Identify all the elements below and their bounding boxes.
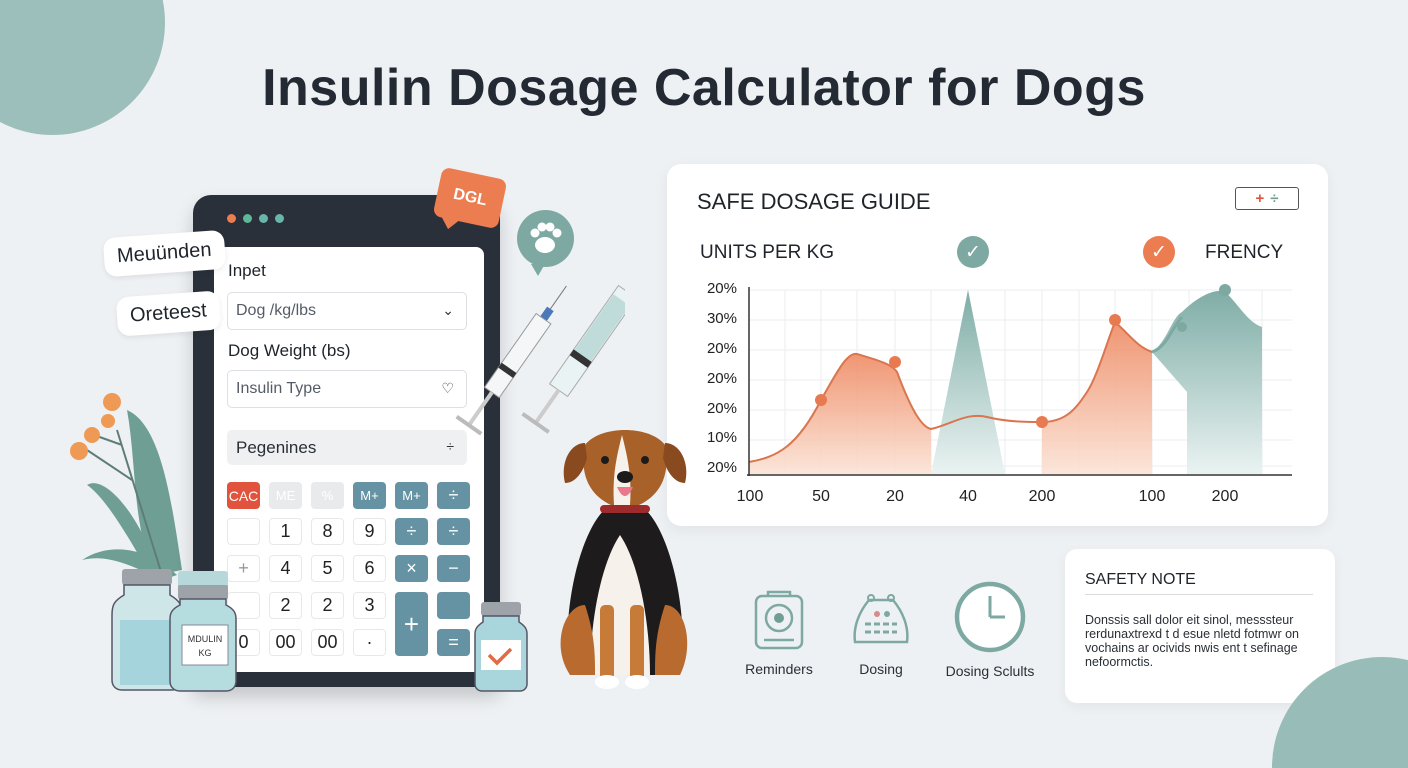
- safety-note-body: Donssis sall dolor eit sinol, messsteur …: [1085, 613, 1300, 669]
- dog-weight-label: Dog Weight (bs): [228, 341, 351, 360]
- key-equals[interactable]: =: [437, 629, 470, 656]
- key-multiply[interactable]: ×: [395, 555, 428, 582]
- x-tick-5: 200: [1029, 488, 1056, 505]
- key-percent[interactable]: %: [311, 482, 344, 509]
- page-title: Insulin Dosage Calculator for Dogs: [262, 59, 1146, 117]
- key-6[interactable]: 6: [353, 555, 386, 582]
- orange-check-icon: ✓: [1143, 236, 1175, 268]
- vial-label-line2: KG: [198, 648, 211, 658]
- plant-illustration: [70, 393, 182, 580]
- feature-dosing-schedule[interactable]: Dosing Sclults: [940, 580, 1040, 679]
- feature-label: Reminders: [745, 661, 813, 677]
- key-plus[interactable]: +: [395, 592, 428, 656]
- safe-dosage-guide-card: SAFE DOSAGE GUIDE + ÷ UNITS PER KG ✓ ✓ F…: [667, 164, 1328, 526]
- x-tick-6: 100: [1139, 488, 1166, 505]
- insulin-type-value: Insulin Type: [236, 380, 322, 397]
- key-00[interactable]: 00: [269, 629, 302, 656]
- divide-icon: ÷: [1270, 190, 1279, 207]
- divide-icon: ÷: [446, 438, 454, 454]
- key-divide-3[interactable]: ÷: [437, 518, 470, 545]
- legend-frency: FRENCY: [1205, 242, 1284, 263]
- safety-note-card: SAFETY NOTE Donssis sall dolor eit sinol…: [1065, 549, 1335, 703]
- chart-toggle-button[interactable]: + ÷: [1235, 187, 1299, 210]
- plus-icon: +: [1255, 190, 1265, 207]
- feature-label: Dosing: [859, 661, 903, 677]
- key-minus[interactable]: −: [437, 555, 470, 582]
- y-tick-1: 20%: [707, 280, 737, 297]
- unit-select-value: Dog /kg/lbs: [236, 302, 317, 319]
- legend-units-per-kg: UNITS PER KG: [700, 242, 835, 263]
- y-tick-5: 20%: [707, 400, 737, 417]
- feature-dosing[interactable]: Dosing: [842, 592, 920, 677]
- window-dot-orange[interactable]: [227, 214, 236, 223]
- key-clear[interactable]: CAC: [227, 482, 260, 509]
- key-blank[interactable]: [227, 518, 260, 545]
- window-dot-teal-2[interactable]: [275, 214, 284, 223]
- dgl-badge: DGL: [432, 166, 508, 230]
- key-divide[interactable]: ÷: [437, 482, 470, 509]
- key-plus-small[interactable]: +: [227, 555, 260, 582]
- divider: [1085, 594, 1313, 595]
- key-9[interactable]: 9: [353, 518, 386, 545]
- paw-icon: [530, 222, 562, 253]
- x-tick-7: 200: [1212, 488, 1239, 505]
- key-00b[interactable]: 00: [311, 629, 344, 656]
- key-3[interactable]: 3: [353, 592, 386, 619]
- key-blank-3[interactable]: [437, 592, 470, 619]
- feature-label: Dosing Sclults: [945, 663, 1035, 679]
- chart-title: SAFE DOSAGE GUIDE: [697, 189, 931, 214]
- key-memory-plus[interactable]: M+: [353, 482, 386, 509]
- x-tick-4: 40: [959, 488, 977, 505]
- key-4[interactable]: 4: [269, 555, 302, 582]
- paw-bubble: [517, 210, 574, 276]
- unit-select[interactable]: Dog /kg/lbs ⌄: [227, 292, 467, 330]
- x-tick-3: 20: [886, 488, 904, 505]
- chevron-down-icon: ⌄: [442, 302, 454, 318]
- y-tick-4: 20%: [707, 370, 737, 387]
- calculator-tablet: Inpet Dog /kg/lbs ⌄ Dog Weight (bs) Insu…: [193, 195, 500, 687]
- teal-check-icon: ✓: [957, 236, 989, 268]
- key-memory-plus-2[interactable]: M+: [395, 482, 428, 509]
- calendar-icon: [853, 594, 909, 644]
- heart-outline-icon: ♡: [441, 380, 454, 396]
- key-2b[interactable]: 2: [311, 592, 344, 619]
- preset-field[interactable]: Pegenines ÷: [227, 430, 467, 465]
- bubble-label-2: Oreteest: [115, 290, 221, 337]
- insulin-vials: MDULIN KG: [111, 569, 237, 692]
- dosage-area-chart: 20% 30% 20% 20% 20% 10% 20% 100 50 20 40…: [707, 280, 1292, 505]
- key-2[interactable]: 2: [269, 592, 302, 619]
- key-decimal[interactable]: ·: [353, 629, 386, 656]
- window-controls: [227, 214, 284, 223]
- feature-reminders[interactable]: Reminders: [740, 588, 818, 677]
- key-divide-2[interactable]: ÷: [395, 518, 428, 545]
- x-tick-1: 100: [737, 488, 764, 505]
- dog-illustration: [560, 430, 688, 689]
- y-tick-3: 20%: [707, 340, 737, 357]
- clock-icon: [954, 581, 1026, 653]
- keypad: CAC ME % M+ M+ ÷ 1 8 9 ÷ ÷ + 4 5 6 × − 2…: [227, 482, 473, 657]
- key-1[interactable]: 1: [269, 518, 302, 545]
- key-5[interactable]: 5: [311, 555, 344, 582]
- y-tick-6: 10%: [707, 429, 737, 446]
- key-me[interactable]: ME: [269, 482, 302, 509]
- calculator-screen: Inpet Dog /kg/lbs ⌄ Dog Weight (bs) Insu…: [214, 247, 484, 672]
- clipboard-icon: [754, 590, 804, 650]
- x-tick-2: 50: [812, 488, 830, 505]
- safety-note-title: SAFETY NOTE: [1085, 571, 1196, 588]
- preset-value: Pegenines: [236, 438, 317, 457]
- insulin-type-field[interactable]: Insulin Type ♡: [227, 370, 467, 408]
- window-dot-green[interactable]: [243, 214, 252, 223]
- window-dot-teal[interactable]: [259, 214, 268, 223]
- vial-label-line1: MDULIN: [188, 634, 223, 644]
- checked-vial: [474, 602, 528, 692]
- input-section-label: Inpet: [228, 261, 266, 280]
- syringe-illustration: [455, 284, 625, 436]
- key-8[interactable]: 8: [311, 518, 344, 545]
- y-tick-2: 30%: [707, 310, 737, 327]
- y-tick-7: 20%: [707, 459, 737, 476]
